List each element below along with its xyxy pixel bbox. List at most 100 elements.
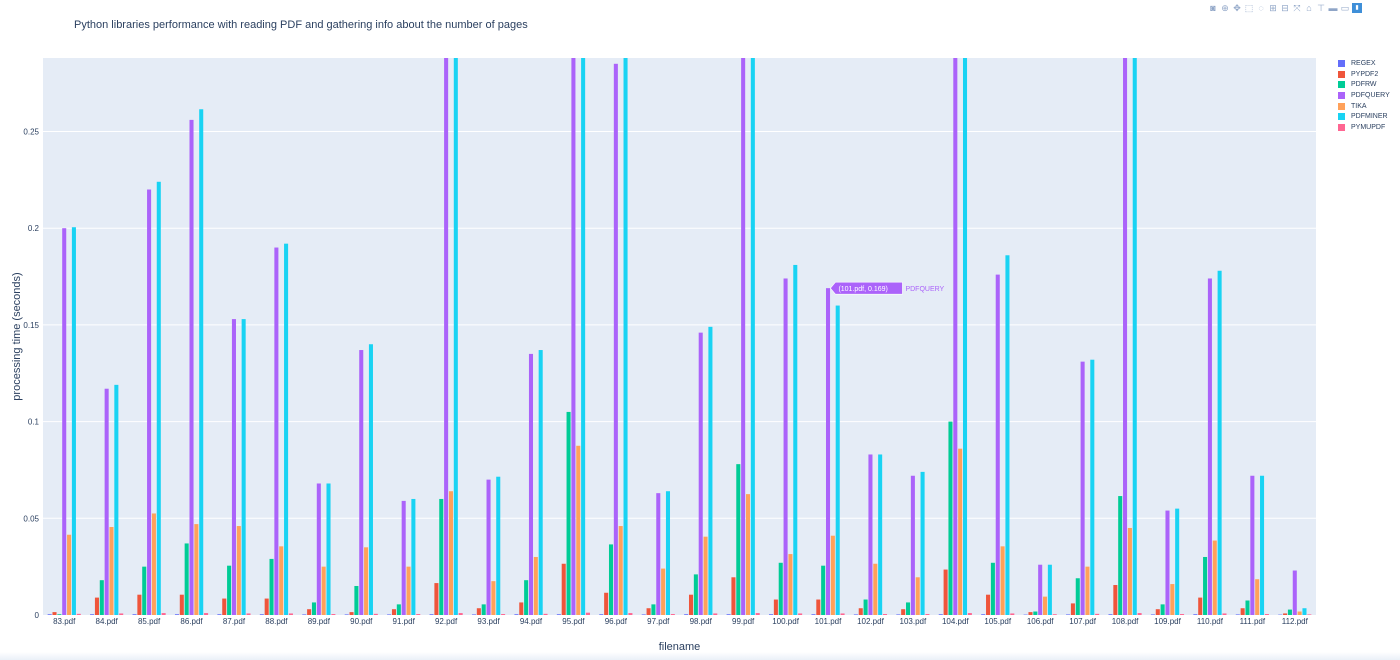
- bar-pdfrw-88[interactable]: [269, 558, 274, 615]
- hover-compare-icon[interactable]: ▭: [1340, 3, 1350, 13]
- bar-pypdf2-107[interactable]: [1070, 603, 1075, 615]
- bar-pdfrw-110[interactable]: [1203, 556, 1208, 615]
- bar-pdfquery-85[interactable]: [147, 189, 152, 615]
- bar-pdfminer-109[interactable]: [1175, 508, 1180, 615]
- bar-pymupdf-106[interactable]: [1052, 614, 1057, 615]
- bar-pdfquery-90[interactable]: [359, 350, 364, 615]
- bar-tika-112[interactable]: [1297, 611, 1302, 615]
- bar-pdfrw-90[interactable]: [354, 585, 359, 615]
- bar-regex-91[interactable]: [387, 614, 392, 615]
- zoom-out-icon[interactable]: ⊟: [1281, 3, 1289, 13]
- bar-pymupdf-110[interactable]: [1222, 613, 1227, 615]
- bar-pymupdf-89[interactable]: [331, 614, 336, 615]
- bar-pdfminer-91[interactable]: [411, 498, 416, 615]
- bar-pdfminer-87[interactable]: [241, 319, 246, 615]
- bar-pdfminer-99[interactable]: [750, 58, 755, 615]
- bar-pymupdf-92[interactable]: [458, 613, 463, 615]
- bar-pdfminer-95[interactable]: [581, 58, 586, 615]
- bar-pypdf2-106[interactable]: [1028, 612, 1033, 615]
- bar-pdfrw-84[interactable]: [99, 580, 104, 615]
- bar-pypdf2-95[interactable]: [561, 563, 566, 615]
- bar-pypdf2-91[interactable]: [391, 609, 397, 615]
- bar-pymupdf-112[interactable]: [1307, 614, 1312, 615]
- bar-pypdf2-102[interactable]: [858, 608, 863, 615]
- bar-pypdf2-105[interactable]: [986, 594, 991, 615]
- bar-regex-93[interactable]: [471, 614, 477, 615]
- bar-regex-90[interactable]: [344, 614, 349, 615]
- bar-pdfrw-105[interactable]: [990, 562, 995, 615]
- bar-pymupdf-108[interactable]: [1137, 613, 1142, 615]
- bar-pypdf2-89[interactable]: [307, 609, 312, 615]
- bar-tika-103[interactable]: [915, 577, 920, 615]
- bar-tika-111[interactable]: [1255, 579, 1260, 615]
- bar-tika-98[interactable]: [703, 536, 708, 615]
- bar-pypdf2-98[interactable]: [688, 594, 694, 615]
- bar-regex-102[interactable]: [853, 614, 858, 615]
- bar-pdfquery-109[interactable]: [1165, 510, 1170, 615]
- bar-pdfminer-84[interactable]: [114, 384, 119, 615]
- bar-pymupdf-111[interactable]: [1264, 614, 1269, 615]
- legend-item-pdfquery[interactable]: PDFQUERY: [1338, 90, 1390, 101]
- bar-tika-92[interactable]: [448, 491, 453, 615]
- bar-regex-100[interactable]: [769, 614, 774, 615]
- bar-pdfquery-95[interactable]: [571, 58, 576, 615]
- bar-pymupdf-93[interactable]: [501, 614, 506, 615]
- bar-pdfminer-108[interactable]: [1132, 58, 1137, 615]
- bar-pdfquery-91[interactable]: [401, 500, 406, 615]
- bar-pymupdf-107[interactable]: [1095, 613, 1100, 615]
- bar-pymupdf-94[interactable]: [543, 613, 548, 615]
- bar-regex-101[interactable]: [811, 614, 816, 615]
- bar-pdfminer-97[interactable]: [665, 491, 671, 615]
- bar-pypdf2-111[interactable]: [1240, 608, 1245, 615]
- bar-pdfrw-102[interactable]: [863, 599, 868, 615]
- legend-item-regex[interactable]: REGEX: [1338, 58, 1390, 69]
- bar-tika-100[interactable]: [788, 554, 793, 615]
- bar-pypdf2-112[interactable]: [1283, 613, 1288, 615]
- bar-pdfrw-100[interactable]: [778, 562, 783, 615]
- bar-pymupdf-86[interactable]: [204, 613, 209, 615]
- bar-tika-91[interactable]: [406, 566, 411, 615]
- bar-regex-111[interactable]: [1235, 614, 1240, 615]
- legend-item-pymupdf[interactable]: PYMUPDF: [1338, 122, 1390, 133]
- bar-pdfquery-93[interactable]: [486, 479, 491, 615]
- bar-tika-86[interactable]: [194, 524, 199, 615]
- bar-regex-84[interactable]: [90, 614, 95, 615]
- bar-regex-96[interactable]: [599, 614, 604, 615]
- bar-pypdf2-85[interactable]: [137, 594, 142, 615]
- bar-pdfrw-103[interactable]: [906, 602, 911, 615]
- bar-regex-108[interactable]: [1108, 614, 1113, 615]
- bar-pdfrw-94[interactable]: [524, 580, 529, 615]
- bar-pdfrw-106[interactable]: [1033, 611, 1038, 615]
- bar-regex-104[interactable]: [938, 614, 943, 615]
- bar-tika-110[interactable]: [1212, 540, 1217, 615]
- bar-pdfrw-93[interactable]: [481, 604, 486, 615]
- bar-tika-83[interactable]: [67, 534, 72, 615]
- bar-pypdf2-88[interactable]: [264, 598, 269, 615]
- bar-pdfrw-98[interactable]: [693, 574, 698, 615]
- bar-pdfminer-110[interactable]: [1217, 270, 1222, 615]
- bar-pdfquery-107[interactable]: [1080, 361, 1085, 615]
- bar-pdfrw-91[interactable]: [396, 604, 401, 615]
- bar-pdfminer-96[interactable]: [623, 58, 628, 615]
- bar-pypdf2-94[interactable]: [519, 602, 524, 615]
- bar-pypdf2-104[interactable]: [943, 569, 948, 615]
- bar-pymupdf-109[interactable]: [1180, 614, 1185, 615]
- bar-pdfrw-101[interactable]: [821, 565, 826, 615]
- bar-regex-94[interactable]: [514, 614, 519, 615]
- bar-tika-97[interactable]: [661, 568, 666, 615]
- bar-pypdf2-108[interactable]: [1113, 585, 1118, 615]
- bar-pypdf2-90[interactable]: [349, 612, 354, 615]
- bar-pymupdf-85[interactable]: [161, 613, 166, 615]
- bar-regex-97[interactable]: [641, 614, 646, 615]
- bar-pdfquery-84[interactable]: [104, 388, 109, 615]
- bar-pdfminer-107[interactable]: [1090, 359, 1095, 615]
- bar-pypdf2-99[interactable]: [731, 577, 736, 615]
- bar-pdfquery-103[interactable]: [910, 475, 915, 615]
- bar-pymupdf-99[interactable]: [755, 613, 760, 615]
- legend-item-tika[interactable]: TIKA: [1338, 101, 1390, 112]
- autoscale-icon[interactable]: ⤧: [1293, 3, 1301, 13]
- bar-pdfquery-89[interactable]: [316, 483, 321, 615]
- bar-pdfrw-97[interactable]: [651, 604, 656, 615]
- bar-pymupdf-102[interactable]: [882, 614, 888, 615]
- bar-pdfquery-96[interactable]: [613, 63, 618, 616]
